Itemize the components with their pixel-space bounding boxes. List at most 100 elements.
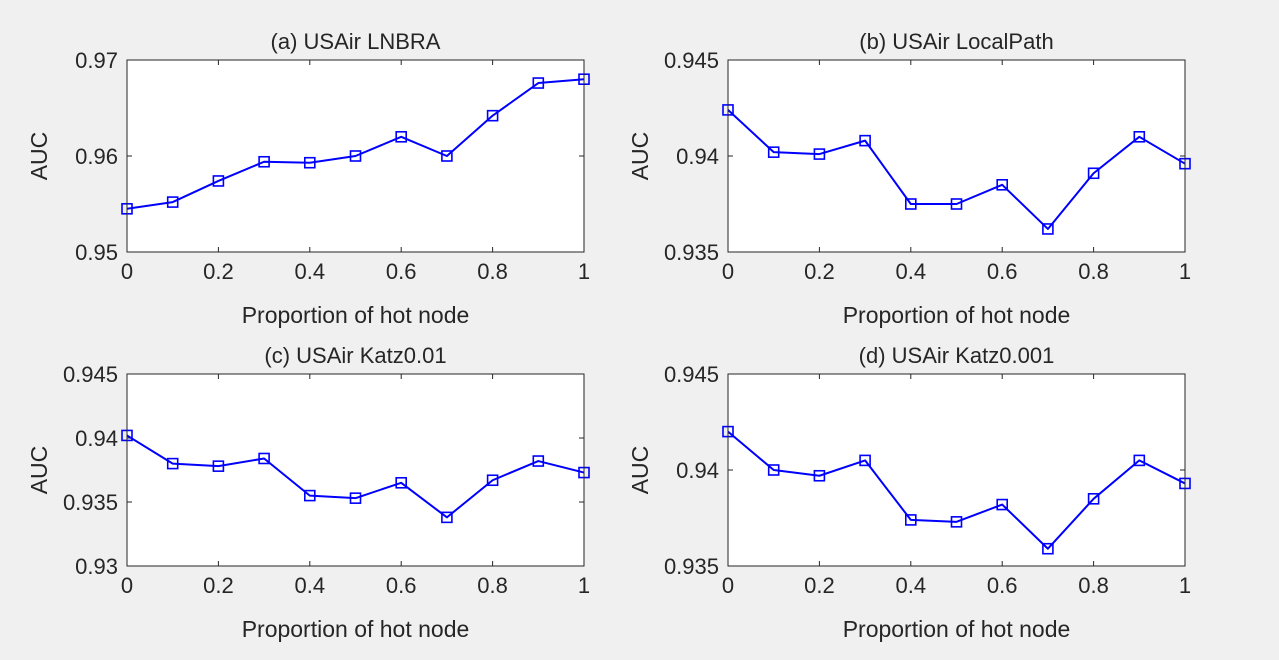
subplot-3: 0 0.2 0.4 0.6 0.8 1 0.935 0.94 0.945 (d) USAir Ka… [627,343,1191,642]
x-tick-label: 0.2 [203,573,234,598]
y-axis-label: AUC [26,446,52,495]
data-point-marker [1042,542,1054,555]
data-point-marker [904,514,917,526]
x-axis-label: Proportion of hot node [242,302,470,328]
data-point-marker [212,460,225,472]
x-tick-label: 0.4 [896,573,927,598]
y-tick-label: 0.93 [75,554,118,579]
x-tick-label: 0.8 [1078,573,1109,598]
data-point-marker [395,476,408,489]
data-point-marker [1087,492,1100,505]
data-point-marker [486,109,499,122]
series-line [126,434,585,519]
x-tick-label: 0.6 [386,573,417,598]
data-point-marker [486,474,499,487]
data-point-marker [349,492,362,504]
y-axis-label: AUC [627,132,653,181]
y-axis-label: AUC [627,446,653,495]
x-tick-label: 1 [1179,573,1191,598]
data-point-marker [813,469,826,482]
subplot-2: 0 0.2 0.4 0.6 0.8 1 0.93 0.935 0.94 0.945 (c) USAi… [26,343,590,642]
y-tick-label: 0.945 [63,362,118,387]
plot-area [728,60,1185,252]
y-tick-label: 0.935 [664,240,719,265]
data-point-marker [996,498,1009,511]
x-axis-label: Proportion of hot node [843,302,1071,328]
data-point-marker [950,516,963,528]
data-point-marker [303,489,316,502]
x-tick-label: 0 [121,259,133,284]
data-point-marker [1133,454,1146,467]
data-point-marker [212,175,225,187]
x-tick-label: 1 [578,573,590,598]
x-tick-label: 0 [121,573,133,598]
x-tick-label: 1 [1179,259,1191,284]
x-tick-label: 0.6 [987,259,1018,284]
x-tick-label: 0.8 [477,259,508,284]
x-tick-label: 0.6 [386,259,417,284]
chart-title: (c) USAir Katz0.01 [264,343,446,368]
series-line [727,109,1186,230]
data-point-marker [1042,223,1054,235]
series-line [126,78,585,210]
data-point-marker [532,77,545,89]
data-point-marker [767,464,780,476]
x-tick-label: 0 [722,573,734,598]
y-tick-label: 0.935 [664,554,719,579]
series-line [727,430,1186,550]
data-point-marker [1133,131,1146,143]
data-point-marker [166,196,179,208]
subplot-1: 0 0.2 0.4 0.6 0.8 1 0.935 0.94 0.945 (b) USAir Lo… [627,29,1191,328]
data-point-marker [349,150,362,162]
plot-area [728,374,1185,566]
x-tick-label: 1 [578,259,590,284]
x-tick-label: 0.2 [203,259,234,284]
y-tick-label: 0.94 [676,458,719,483]
y-tick-label: 0.945 [664,362,719,387]
x-tick-label: 0.4 [295,259,326,284]
y-tick-label: 0.935 [63,490,118,515]
y-tick-label: 0.945 [664,48,719,73]
x-axis-label: Proportion of hot node [843,616,1071,642]
axes-box [126,373,585,567]
data-point-marker [258,452,270,465]
x-tick-label: 0.2 [804,573,835,598]
data-point-marker [859,134,871,147]
chart-title: (a) USAir LNBRA [271,29,441,54]
data-point-marker [813,148,826,160]
axes-box [727,59,1186,253]
y-tick-label: 0.94 [676,144,719,169]
axes-box [727,373,1186,567]
subplot-0: 0 0.2 0.4 0.6 0.8 1 0.95 0.96 0.97 (a) USAir LNBR… [26,29,590,328]
data-point-marker [950,198,963,210]
data-point-marker [532,455,545,467]
chart-title: (d) USAir Katz0.001 [859,343,1055,368]
chart-title: (b) USAir LocalPath [859,29,1053,54]
data-point-marker [767,146,780,158]
x-tick-label: 0.8 [477,573,508,598]
x-tick-label: 0.6 [987,573,1018,598]
plot-area [127,374,584,566]
data-point-marker [441,150,453,162]
x-tick-label: 0 [722,259,734,284]
y-tick-label: 0.94 [75,426,118,451]
y-tick-label: 0.96 [75,144,118,169]
x-tick-label: 0.4 [295,573,326,598]
data-point-marker [303,156,316,169]
data-point-marker [441,511,453,524]
x-tick-label: 0.4 [896,259,927,284]
y-tick-label: 0.97 [75,48,118,73]
x-axis-label: Proportion of hot node [242,616,470,642]
data-point-marker [904,198,917,210]
x-tick-label: 0.2 [804,259,835,284]
data-point-marker [996,179,1009,191]
x-tick-label: 0.8 [1078,259,1109,284]
axes-box [126,59,585,253]
data-point-marker [166,457,179,470]
y-axis-label: AUC [26,132,52,181]
data-point-marker [1087,167,1100,180]
data-point-marker [395,131,408,143]
y-tick-label: 0.95 [75,240,118,265]
data-point-marker [859,454,871,467]
